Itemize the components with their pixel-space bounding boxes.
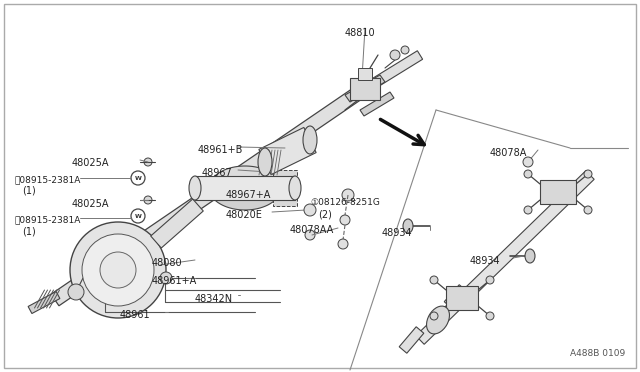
Text: 48961: 48961 bbox=[120, 310, 150, 320]
Circle shape bbox=[486, 312, 494, 320]
Circle shape bbox=[430, 312, 438, 320]
Circle shape bbox=[305, 230, 315, 240]
Circle shape bbox=[390, 50, 400, 60]
Text: 48025A: 48025A bbox=[72, 158, 109, 168]
Text: (1): (1) bbox=[22, 185, 36, 195]
Text: Ⓦ08915-2381A: Ⓦ08915-2381A bbox=[14, 175, 81, 184]
Circle shape bbox=[144, 158, 152, 166]
Text: W: W bbox=[134, 176, 141, 180]
Text: 48025A: 48025A bbox=[72, 199, 109, 209]
Text: 48961+B: 48961+B bbox=[198, 145, 243, 155]
Ellipse shape bbox=[403, 219, 413, 233]
Circle shape bbox=[584, 170, 592, 178]
Circle shape bbox=[338, 239, 348, 249]
Polygon shape bbox=[416, 171, 594, 344]
Text: 48967+A: 48967+A bbox=[226, 190, 271, 200]
Polygon shape bbox=[259, 128, 316, 174]
Text: ①08126-8251G: ①08126-8251G bbox=[310, 198, 380, 207]
Circle shape bbox=[160, 272, 172, 284]
Polygon shape bbox=[209, 166, 281, 188]
Text: Ⓦ08915-2381A: Ⓦ08915-2381A bbox=[14, 215, 81, 224]
Text: 48078AA: 48078AA bbox=[290, 225, 334, 235]
Circle shape bbox=[486, 276, 494, 284]
Circle shape bbox=[401, 46, 409, 54]
Polygon shape bbox=[273, 170, 297, 206]
Circle shape bbox=[524, 170, 532, 178]
Text: 48342N: 48342N bbox=[195, 294, 233, 304]
Polygon shape bbox=[446, 286, 478, 310]
Circle shape bbox=[144, 196, 152, 204]
Polygon shape bbox=[150, 199, 204, 248]
Circle shape bbox=[100, 252, 136, 288]
Text: (1): (1) bbox=[22, 226, 36, 236]
Text: 48934: 48934 bbox=[382, 228, 413, 238]
Polygon shape bbox=[399, 327, 424, 353]
Ellipse shape bbox=[426, 306, 449, 334]
Circle shape bbox=[304, 204, 316, 216]
Polygon shape bbox=[345, 75, 385, 102]
Ellipse shape bbox=[289, 176, 301, 200]
Polygon shape bbox=[28, 292, 60, 314]
Circle shape bbox=[342, 189, 354, 201]
Circle shape bbox=[524, 206, 532, 214]
Bar bbox=[358, 68, 372, 80]
Polygon shape bbox=[540, 180, 576, 204]
Text: 48080: 48080 bbox=[152, 258, 182, 268]
Circle shape bbox=[523, 157, 533, 167]
Circle shape bbox=[70, 222, 166, 318]
Circle shape bbox=[68, 284, 84, 300]
Polygon shape bbox=[444, 285, 467, 308]
Text: A488B 0109: A488B 0109 bbox=[570, 349, 625, 358]
Ellipse shape bbox=[258, 148, 272, 176]
Circle shape bbox=[584, 206, 592, 214]
Text: W: W bbox=[134, 214, 141, 218]
Text: 48810: 48810 bbox=[345, 28, 376, 38]
Polygon shape bbox=[51, 79, 374, 306]
Text: (2): (2) bbox=[318, 209, 332, 219]
Polygon shape bbox=[209, 188, 281, 210]
Text: 48961+A: 48961+A bbox=[152, 276, 197, 286]
Polygon shape bbox=[195, 176, 295, 200]
Text: 48020E: 48020E bbox=[226, 210, 263, 220]
Circle shape bbox=[430, 276, 438, 284]
Text: 48934: 48934 bbox=[470, 256, 500, 266]
Bar bbox=[350, 78, 380, 100]
Ellipse shape bbox=[189, 176, 201, 200]
Text: 48967: 48967 bbox=[202, 168, 233, 178]
Circle shape bbox=[82, 234, 154, 306]
Text: 48078A: 48078A bbox=[490, 148, 527, 158]
Polygon shape bbox=[360, 92, 394, 116]
Ellipse shape bbox=[303, 126, 317, 154]
Polygon shape bbox=[357, 51, 422, 96]
Circle shape bbox=[340, 215, 350, 225]
Ellipse shape bbox=[525, 249, 535, 263]
